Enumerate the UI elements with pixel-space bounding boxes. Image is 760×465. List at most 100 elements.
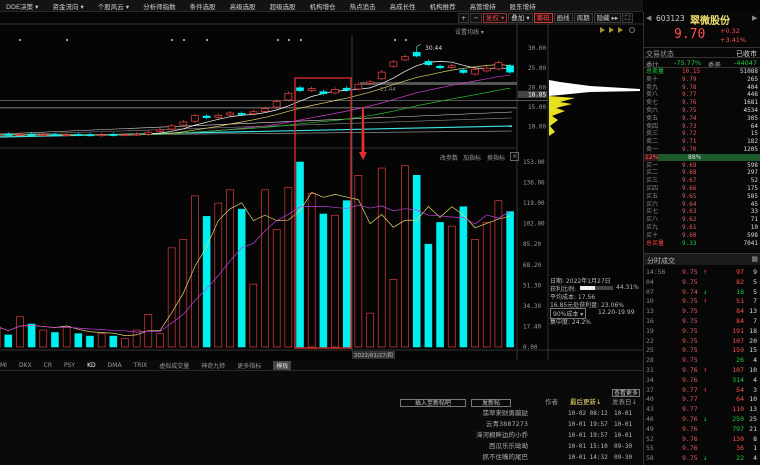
trades-settings-icon[interactable]: ▦ xyxy=(751,255,758,263)
post-author[interactable]: 西瓜乐乐呦呦 xyxy=(489,442,528,450)
volume-axis-label: 136.00 xyxy=(523,180,545,187)
volume-axis-label: 102.00 xyxy=(523,221,545,228)
volume-bar xyxy=(366,312,374,348)
view-more-button[interactable]: 查看更多 xyxy=(612,389,640,397)
zoom-out-button[interactable]: − xyxy=(470,13,482,23)
menu-item[interactable]: 高管增持 xyxy=(469,2,496,11)
add-indicator-button[interactable]: 加指标 xyxy=(463,155,482,162)
chip-date: 日期: 2022年1月27日 xyxy=(550,278,611,285)
event-marker-icon xyxy=(277,39,279,41)
close-indicator-button[interactable]: × xyxy=(510,152,520,161)
trade-time: 25 xyxy=(646,346,654,355)
indicator-tab[interactable]: 虚拟成交量 xyxy=(159,362,190,370)
indicator-tab[interactable]: KD xyxy=(87,361,96,369)
menu-item[interactable]: 分析师指数 xyxy=(143,2,176,11)
next-stock-icon[interactable]: ▶ xyxy=(752,14,758,22)
menu-item[interactable]: 热点追击 xyxy=(349,2,376,11)
total-buy-price: 9.33 xyxy=(682,239,697,247)
volume-bar xyxy=(471,239,479,348)
trade-time: 46 xyxy=(646,415,654,423)
menu-item[interactable]: 个股风云 ▾ xyxy=(97,2,130,11)
profit-at-price: 16.85元处获利盘: 23.06% xyxy=(550,302,624,309)
stock-name: 翠微股份 xyxy=(690,16,730,27)
trade-price: 9.76 xyxy=(682,424,698,433)
indicator-tab[interactable]: 更多指标 xyxy=(237,362,262,370)
book-level-label: 买三 xyxy=(646,177,659,185)
new-post-button[interactable]: 发新帖 xyxy=(471,399,511,407)
kline-chart[interactable]: 30.00 25.00 20.00 15.00 10.00 18.85 153.00 136.… xyxy=(0,0,643,360)
indicator-tab[interactable]: DMA xyxy=(107,361,122,369)
col-posted[interactable]: 发表日↓ xyxy=(612,398,637,406)
candle-body xyxy=(109,134,118,136)
menu-item[interactable]: 高级选股 xyxy=(229,2,256,11)
post-author[interactable]: 抓不住嘴的尾巴 xyxy=(482,453,529,461)
event-marker-icon xyxy=(300,39,302,41)
menu-item[interactable]: 资金流向 ▾ xyxy=(52,2,84,11)
indicator-tab[interactable]: PSY xyxy=(63,361,76,369)
indicator-tabs: MI DKX CR PSY KD DMA TRIX 虚拟成交量 神奇九转 更多指标 模板 xyxy=(0,360,643,370)
hide-button[interactable]: 隐藏 ▸▸ xyxy=(593,13,622,23)
switch-indicator-button[interactable]: 换指标 xyxy=(487,155,506,162)
menu-item[interactable]: 高成长性 xyxy=(389,2,416,11)
volume-bar xyxy=(401,165,409,348)
indicator-tab[interactable]: MI xyxy=(0,361,7,369)
book-row: 买十 9.60 598 xyxy=(646,232,758,239)
insert-post-button[interactable]: 插入至新帖吧 xyxy=(400,399,466,407)
draw-line-button[interactable]: 画线 xyxy=(553,13,573,23)
fuquan-dropdown[interactable]: 复权 ▾ xyxy=(482,13,508,23)
volume-bar xyxy=(272,229,281,348)
indicator-tab[interactable]: CR xyxy=(43,361,52,369)
indicator-tab[interactable]: 神奇九转 xyxy=(201,362,226,370)
set-ma-dropdown[interactable]: 设置均线 ▾ xyxy=(455,29,484,36)
trade-row: 16 9.75 84 7 xyxy=(646,317,758,327)
indicator-tab[interactable]: 模板 xyxy=(273,360,292,370)
col-updated[interactable]: 最后更新↓ xyxy=(570,398,602,406)
trade-volume: 191 xyxy=(732,326,744,335)
candle-body xyxy=(447,65,456,68)
volume-bar xyxy=(156,333,164,348)
menu-item[interactable]: 机构增仓 xyxy=(309,2,336,11)
cost-range-select[interactable]: 90%成本 ▾ xyxy=(550,308,587,319)
book-price: 9.77 xyxy=(682,91,697,99)
prev-stock-icon[interactable]: ◀ xyxy=(646,14,652,22)
book-row: 卖五 9.74 305 xyxy=(646,115,758,122)
book-volume: 448 xyxy=(747,91,758,99)
trade-row: 10 9.75 ↑ 51 7 xyxy=(646,297,758,307)
peak-price-label: 30.44 xyxy=(425,45,443,52)
period-button[interactable]: 周期 xyxy=(573,13,593,23)
volume-bar xyxy=(51,332,59,348)
candle-body xyxy=(459,69,468,73)
book-row: 买四 9.66 175 xyxy=(646,186,758,192)
volume-ma5-line xyxy=(0,192,511,336)
book-row: 卖三 9.72 15 xyxy=(646,131,758,137)
menu-item[interactable]: DDE决策 ▾ xyxy=(6,2,39,11)
book-volume: 297 xyxy=(747,169,758,177)
change-params-button[interactable]: 改参数 xyxy=(440,155,459,162)
trade-count: 25 xyxy=(749,415,757,423)
indicator-tab[interactable]: TRIX xyxy=(133,361,148,369)
overlay-dropdown[interactable]: 叠加 ▾ xyxy=(508,13,533,23)
zoom-in-button[interactable]: + xyxy=(458,13,470,23)
col-author[interactable]: 作者 xyxy=(545,398,558,406)
post-author[interactable]: 翡翠来财勇蹦跶 xyxy=(482,409,529,417)
menu-item[interactable]: 超级选股 xyxy=(269,2,296,11)
trade-row: 37 9.77 ↑ 54 3 xyxy=(646,386,758,396)
book-row: 卖八 9.77 448 xyxy=(646,92,758,98)
event-marker-icon xyxy=(288,39,290,41)
last-price: 9.70 xyxy=(674,27,706,42)
post-author[interactable]: 云青3887273 xyxy=(486,420,528,428)
menu-item[interactable]: 条件选股 xyxy=(189,2,216,11)
trade-price: 9.75 xyxy=(682,356,698,365)
candle-body xyxy=(179,121,188,126)
menu-item[interactable]: 股东增持 xyxy=(509,2,536,11)
indicator-tab[interactable]: DKX xyxy=(18,361,32,369)
play-icon xyxy=(600,27,605,33)
book-level-label: 卖一 xyxy=(646,146,659,153)
volume-ma10-line xyxy=(0,204,511,333)
chip-button[interactable]: 筹码 xyxy=(533,13,553,23)
expand-icon[interactable]: ⛶ xyxy=(622,13,633,23)
menu-item[interactable]: 机构推荐 xyxy=(429,2,456,11)
volume-bar xyxy=(214,202,223,348)
trade-count: 7 xyxy=(753,317,757,325)
post-author[interactable]: 漳河桐畔边的小乔 xyxy=(476,431,528,439)
